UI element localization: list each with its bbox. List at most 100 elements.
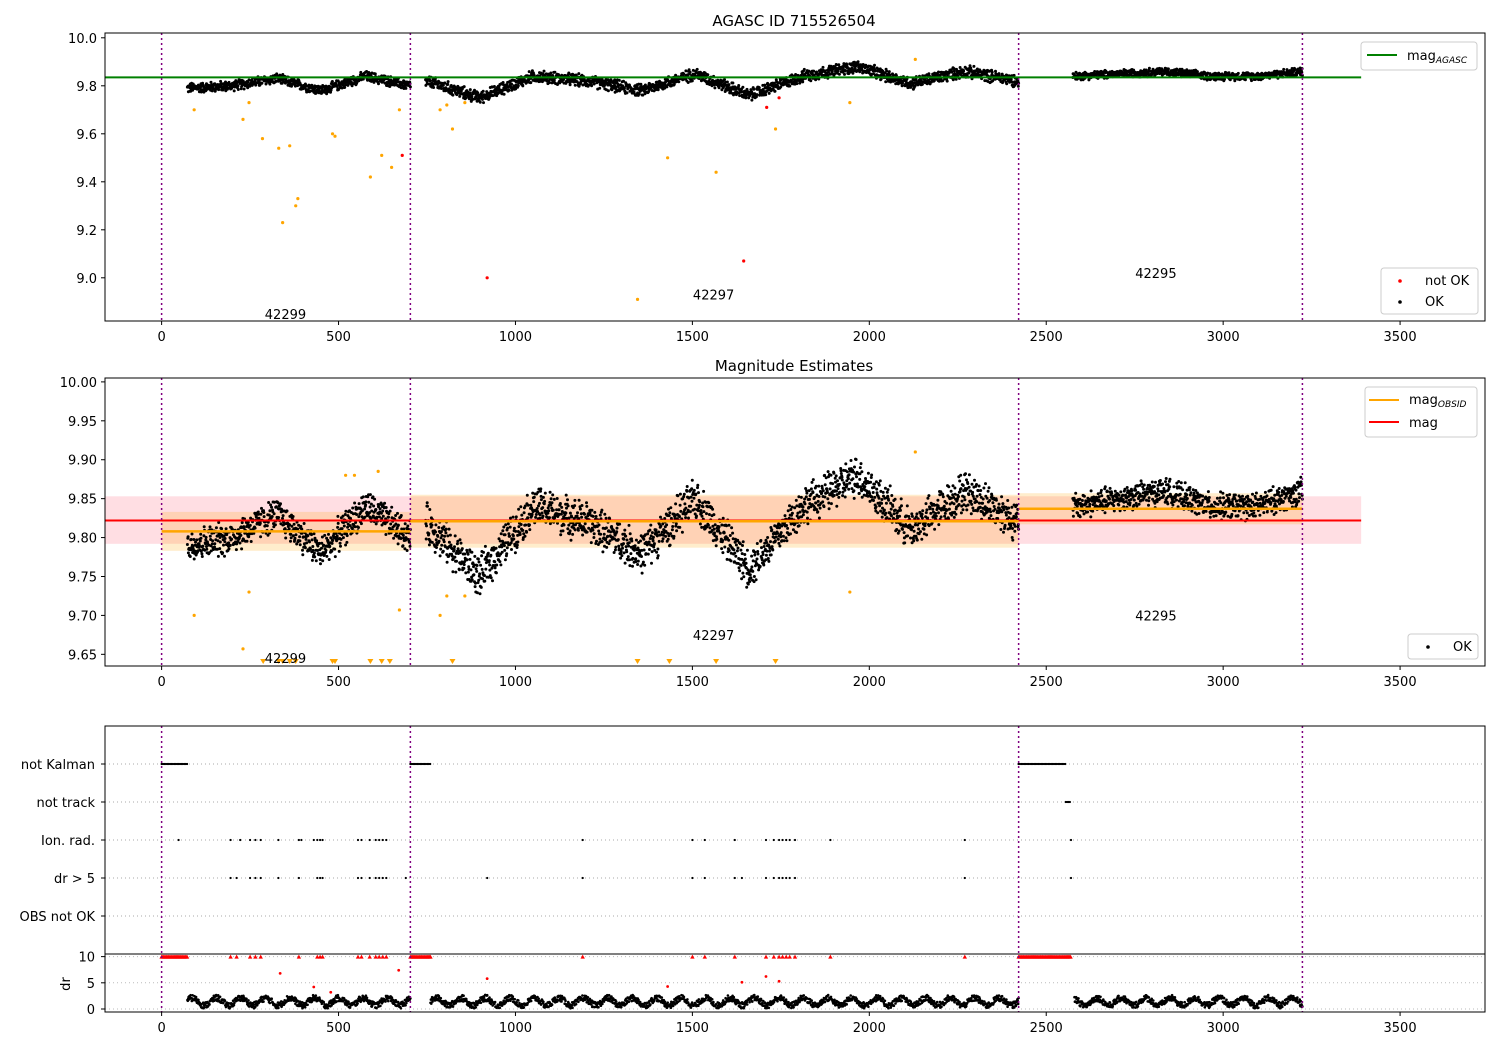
data-point-ok <box>262 511 265 514</box>
data-point-ok <box>628 558 631 561</box>
data-point-ok <box>440 530 443 533</box>
data-point-ok <box>1237 72 1240 75</box>
data-point-ok <box>598 524 601 527</box>
data-point-ok <box>519 505 522 508</box>
data-point-ok <box>476 591 479 594</box>
data-point-ok <box>476 564 479 567</box>
data-point-ok <box>579 508 582 511</box>
y-tick-label: 9.80 <box>68 532 97 547</box>
data-point-ok <box>648 548 651 551</box>
y-tick-label: 9.90 <box>68 454 97 469</box>
data-point-ok <box>576 515 579 518</box>
data-point-ok <box>1244 78 1247 81</box>
data-point-ok <box>885 70 888 73</box>
data-point-ok <box>620 550 623 553</box>
data-point-ok <box>752 88 755 91</box>
data-point-outlier <box>193 108 196 111</box>
data-point-ok <box>187 535 190 538</box>
data-point-ok <box>436 535 439 538</box>
data-point-ok <box>598 87 601 90</box>
data-point-ok <box>205 548 208 551</box>
data-point-ok <box>503 93 506 96</box>
data-point-ok <box>690 496 693 499</box>
data-point-ok <box>439 548 442 551</box>
data-point-ok <box>451 570 454 573</box>
data-point-ok <box>277 516 280 519</box>
data-point-ok <box>636 563 639 566</box>
data-point-ok <box>450 544 453 547</box>
data-point-ok <box>381 510 384 513</box>
data-point-ok <box>1282 68 1285 71</box>
data-point-ok <box>390 506 393 509</box>
data-point-ok <box>481 577 484 580</box>
data-point-ok <box>484 545 487 548</box>
data-point-ok <box>503 549 506 552</box>
data-point-ok <box>435 546 438 549</box>
data-point-ok <box>822 66 825 69</box>
data-point-ok <box>723 546 726 549</box>
data-point-ok <box>623 87 626 90</box>
data-point-ok <box>454 534 457 537</box>
data-point-ok <box>570 539 573 542</box>
panel1-title: AGASC ID 715526504 <box>712 12 875 30</box>
data-point-ok <box>569 529 572 532</box>
data-point-ok <box>685 490 688 493</box>
y-tick-label: 10.0 <box>68 32 97 47</box>
data-point-ok <box>668 514 671 517</box>
data-point-ok <box>298 539 301 542</box>
data-point-ok <box>641 572 644 575</box>
data-point-ok <box>686 485 689 488</box>
data-point-ok <box>448 528 451 531</box>
data-point-ok <box>512 534 515 537</box>
data-point-ok <box>479 592 482 595</box>
data-point-ok <box>562 529 565 532</box>
data-point-ok <box>722 517 725 520</box>
data-point-outlier <box>451 127 454 130</box>
data-point-ok <box>795 82 798 85</box>
data-point-ok <box>657 88 660 91</box>
data-point-ok <box>505 552 508 555</box>
data-point-ok <box>298 535 301 538</box>
data-point-ok <box>620 554 623 557</box>
data-point-ok <box>464 571 467 574</box>
data-point-ok <box>247 535 250 538</box>
data-point-ok <box>719 532 722 535</box>
data-point-ok <box>815 71 818 74</box>
y-tick-label: 9.6 <box>76 128 97 143</box>
data-point-ok <box>209 535 212 538</box>
data-point-ok <box>474 585 477 588</box>
data-point-ok <box>676 494 679 497</box>
data-point-ok <box>199 533 202 536</box>
data-point-ok <box>639 540 642 543</box>
data-point-ok <box>442 525 445 528</box>
data-point-ok <box>319 562 322 565</box>
data-point-ok <box>756 93 759 96</box>
data-point-ok <box>446 534 449 537</box>
data-point-ok <box>304 546 307 549</box>
data-point-ok <box>679 510 682 513</box>
data-point-ok <box>624 535 627 538</box>
data-point-ok <box>539 487 542 490</box>
data-point-ok <box>223 555 226 558</box>
legend-not-ok-label: not OK <box>1425 274 1470 289</box>
data-point-outlier <box>774 127 777 130</box>
data-point-ok <box>290 525 293 528</box>
data-point-ok <box>581 504 584 507</box>
data-point-ok <box>383 502 386 505</box>
data-point-ok <box>1196 70 1199 73</box>
data-point-ok <box>657 554 660 557</box>
data-point-ok <box>504 533 507 536</box>
data-point-ok <box>702 510 705 513</box>
data-point-ok <box>482 101 485 104</box>
data-point-ok <box>357 526 360 529</box>
data-point-ok <box>544 492 547 495</box>
data-point-ok <box>517 508 520 511</box>
data-point-ok <box>431 524 434 527</box>
data-point-ok <box>322 544 325 547</box>
data-point-ok <box>671 525 674 528</box>
data-point-ok <box>205 536 208 539</box>
data-point-ok <box>203 525 206 528</box>
data-point-ok <box>500 545 503 548</box>
data-point-outlier <box>380 154 383 157</box>
